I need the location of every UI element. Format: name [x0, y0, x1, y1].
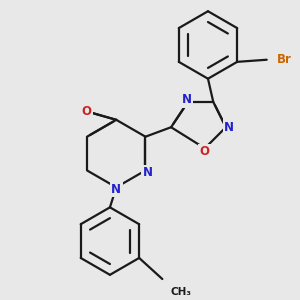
Text: N: N [111, 183, 121, 196]
Text: N: N [182, 93, 192, 106]
Text: CH₃: CH₃ [171, 287, 192, 298]
Text: N: N [224, 121, 234, 134]
Text: O: O [82, 105, 92, 118]
Text: N: N [142, 166, 153, 179]
Text: Br: Br [277, 53, 292, 66]
Text: O: O [200, 145, 210, 158]
